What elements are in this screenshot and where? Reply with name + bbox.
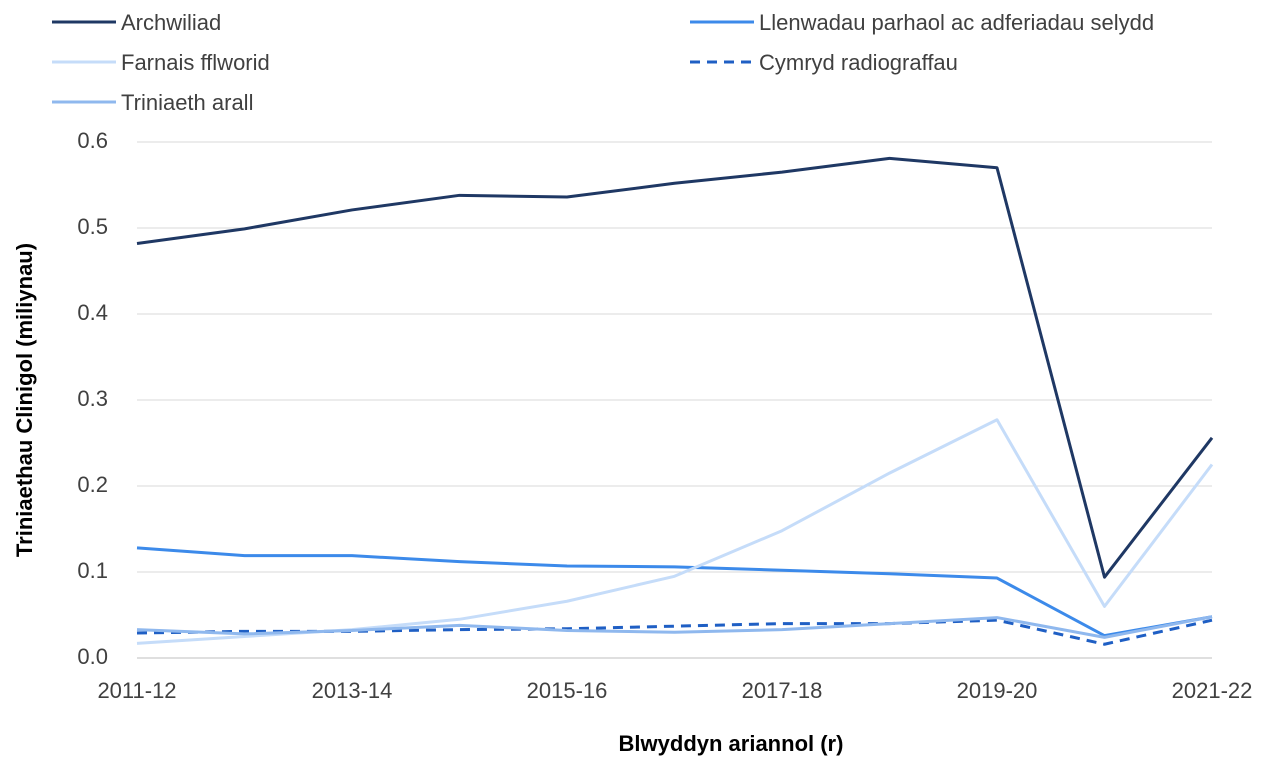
legend-label: Cymryd radiograffau: [759, 50, 958, 75]
legend-label: Triniaeth arall: [121, 90, 253, 115]
legend-label: Llenwadau parhaol ac adferiadau selydd: [759, 10, 1154, 35]
y-tick-label: 0.2: [77, 472, 108, 497]
x-tick-label: 2013-14: [312, 678, 393, 703]
series-line: [136, 546, 1213, 638]
y-tick-label: 0.0: [77, 644, 108, 669]
x-tick-label: 2011-12: [97, 678, 176, 703]
y-tick-label: 0.1: [77, 558, 108, 583]
series-line: [136, 615, 1213, 639]
x-tick-label: 2021-22: [1172, 678, 1253, 703]
y-tick-label: 0.6: [77, 128, 108, 153]
y-axis-title: Triniaethau Clinigol (miliynau): [12, 243, 37, 557]
y-tick-label: 0.5: [77, 214, 108, 239]
x-tick-label: 2019-20: [957, 678, 1038, 703]
legend-label: Farnais fflworid: [121, 50, 270, 75]
x-tick-label: 2017-18: [742, 678, 823, 703]
series-line: [136, 418, 1214, 645]
legend-label: Archwiliad: [121, 10, 221, 35]
x-axis-title: Blwyddyn ariannol (r): [619, 731, 844, 756]
y-tick-label: 0.4: [77, 300, 108, 325]
series-line: [136, 156, 1214, 579]
x-tick-label: 2015-16: [527, 678, 608, 703]
y-tick-label: 0.3: [77, 386, 108, 411]
